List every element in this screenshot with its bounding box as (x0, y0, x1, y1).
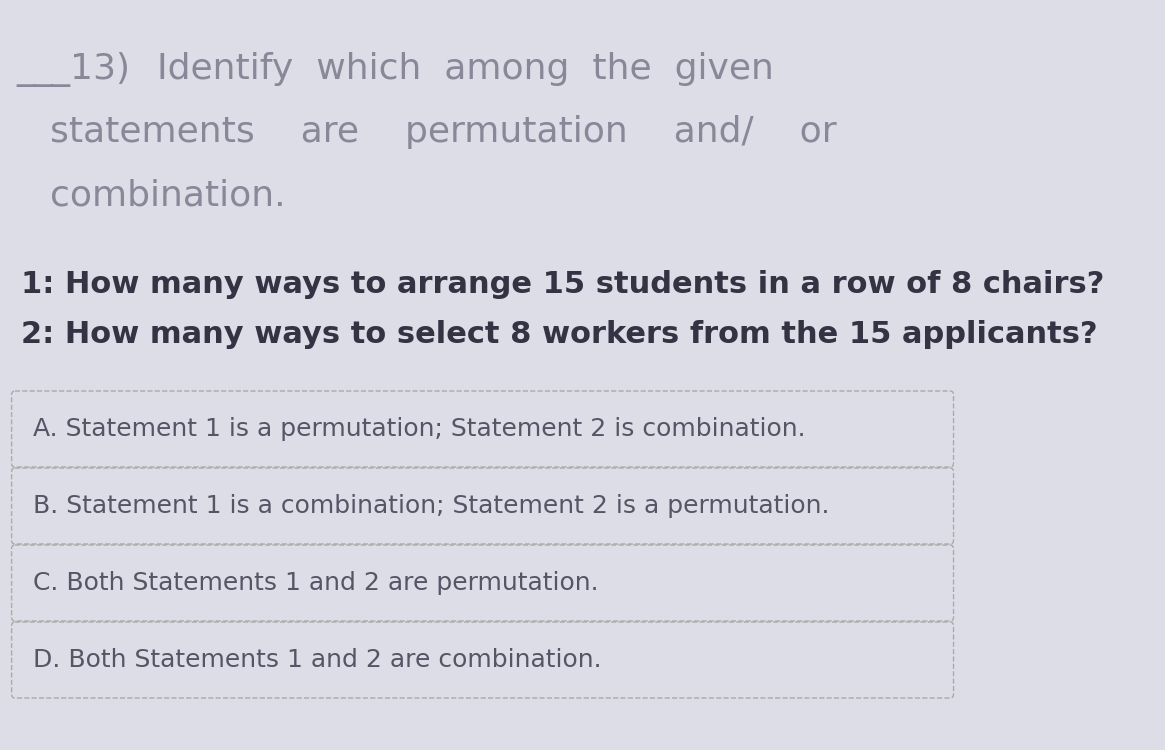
Text: C. Both Statements 1 and 2 are permutation.: C. Both Statements 1 and 2 are permutati… (33, 571, 599, 595)
FancyBboxPatch shape (12, 468, 953, 544)
Text: 1: How many ways to arrange 15 students in a row of 8 chairs?: 1: How many ways to arrange 15 students … (21, 270, 1104, 299)
FancyBboxPatch shape (12, 622, 953, 698)
Text: A. Statement 1 is a permutation; Statement 2 is combination.: A. Statement 1 is a permutation; Stateme… (33, 417, 806, 441)
Text: combination.: combination. (50, 178, 285, 212)
Text: ___13): ___13) (16, 52, 130, 87)
Text: B. Statement 1 is a combination; Statement 2 is a permutation.: B. Statement 1 is a combination; Stateme… (33, 494, 829, 518)
Text: statements    are    permutation    and/    or: statements are permutation and/ or (50, 115, 836, 149)
FancyBboxPatch shape (12, 391, 953, 467)
Text: D. Both Statements 1 and 2 are combination.: D. Both Statements 1 and 2 are combinati… (33, 648, 602, 672)
Text: Identify  which  among  the  given: Identify which among the given (157, 52, 775, 86)
Text: 2: How many ways to select 8 workers from the 15 applicants?: 2: How many ways to select 8 workers fro… (21, 320, 1097, 349)
FancyBboxPatch shape (12, 545, 953, 621)
